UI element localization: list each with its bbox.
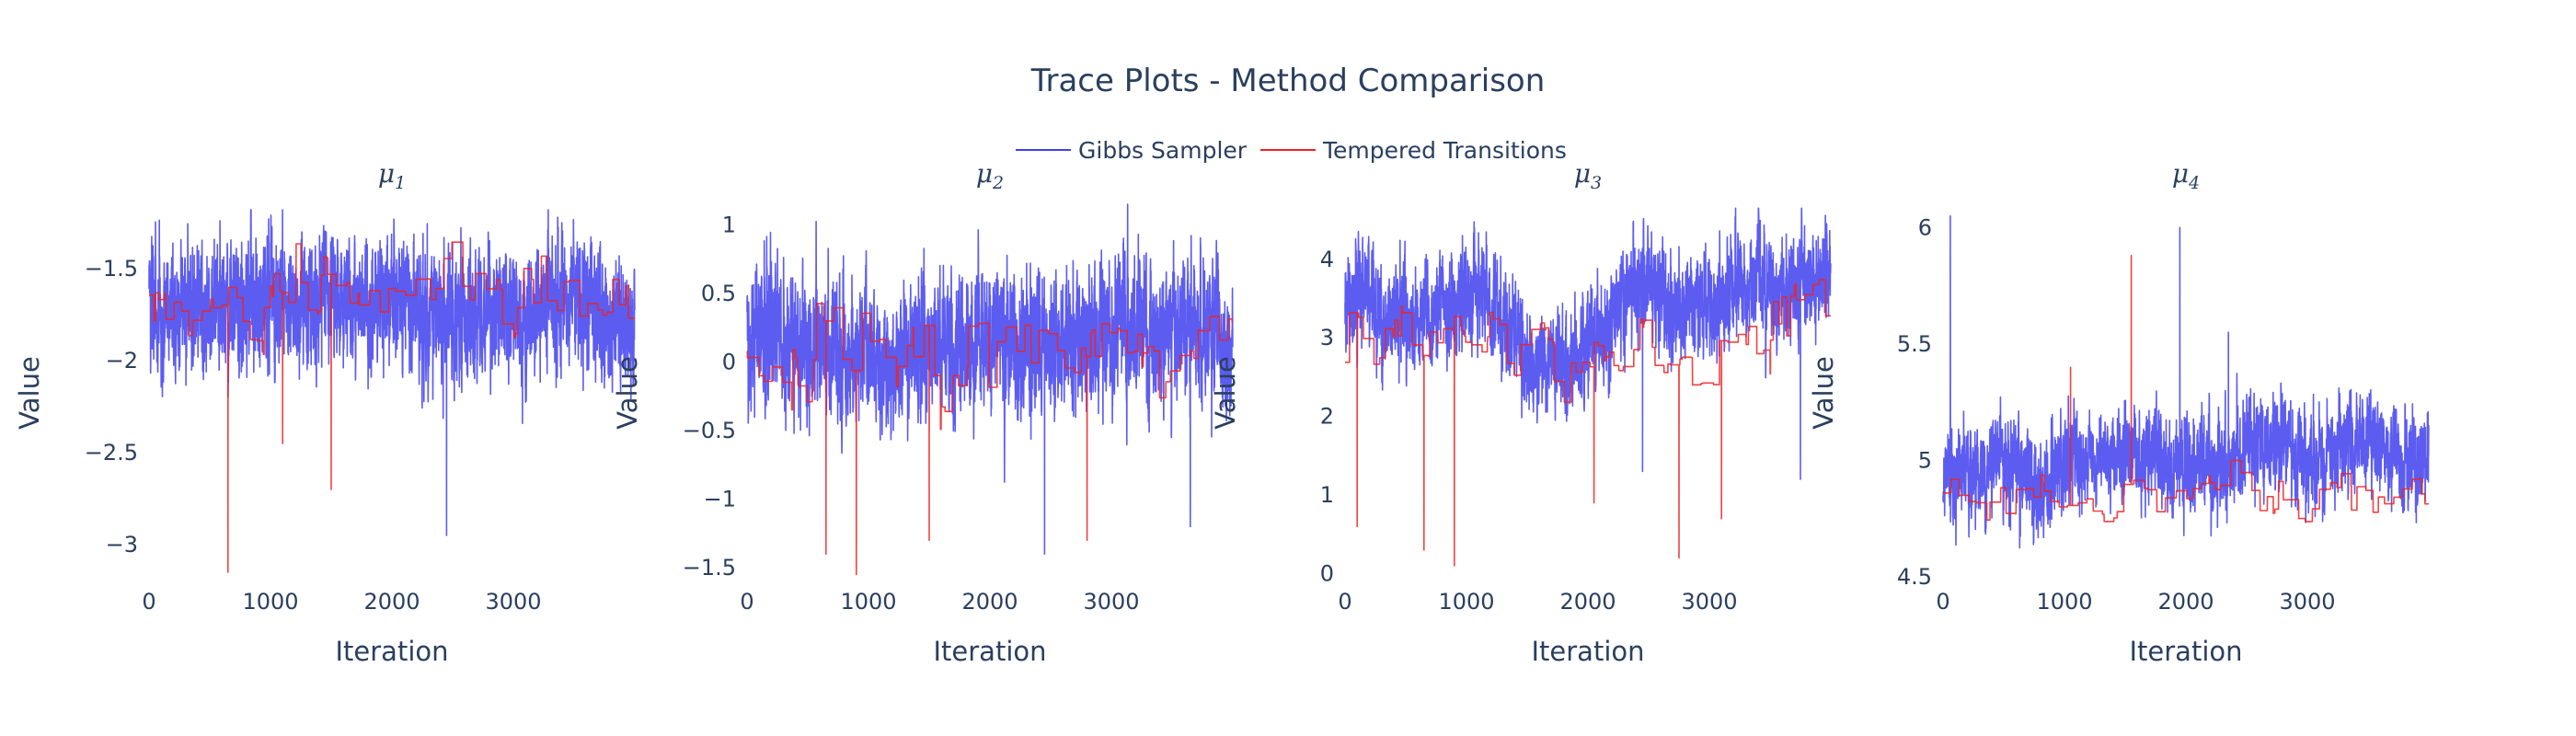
trace-panel-1: μ1 −3 −2.5 −2 −1.5 0 1000 2000 3000 Iteration Valu… [14,158,636,667]
y-tick-label: 4.5 [1897,564,1932,590]
x-axis-label: Iteration [933,636,1046,667]
y-tick-label: −0.5 [683,418,736,443]
trace-line-gibbs [1942,214,2430,549]
panel-subtitle: μ3 [1574,158,1602,193]
x-tick-label: 3000 [485,589,541,615]
y-tick-label: −1.5 [85,256,138,282]
y-tick-label: 5 [1918,447,1932,473]
y-tick-label: −3 [106,532,138,558]
x-tick-label: 0 [1936,589,1949,615]
trace-panel-4: μ4 4.5 5 5.5 6 0 1000 2000 3000 Iteration Value [1808,158,2430,667]
x-axis-label: Iteration [2129,636,2242,667]
x-tick-label: 2000 [363,589,420,615]
y-tick-label: 2 [1320,404,1334,430]
x-axis-label: Iteration [335,636,448,667]
y-tick-label: −1 [704,487,736,512]
y-tick-label: 3 [1320,325,1334,351]
x-tick-label: 3000 [1083,589,1139,615]
y-axis-label: Value [1210,356,1241,430]
y-tick-label: −2.5 [85,440,138,466]
y-axis-label: Value [612,356,643,430]
trace-line-gibbs [1344,207,1832,480]
trace-panel-2: μ2 −1.5 −1 −0.5 0 0.5 1 0 1000 2000 3000 Iteration V… [612,158,1234,667]
y-tick-label: 0 [1320,560,1334,586]
x-tick-label: 3000 [1681,589,1737,615]
panels-container: μ1−3−2.5−2−1.50 1000 2000 3000IterationValu… [14,158,2430,667]
trace-line-tempered [1942,254,2430,523]
x-axis-label: Iteration [1531,636,1644,667]
y-tick-label: −1.5 [683,555,736,581]
trace-line-gibbs [148,209,636,536]
y-tick-label: 4 [1320,247,1334,272]
chart-title: Trace Plots - Method Comparison [1030,63,1546,99]
legend-label-tempered: Tempered Transitions [1322,137,1567,164]
x-tick-label: 0 [1338,589,1351,615]
x-tick-label: 2000 [1559,589,1616,615]
x-tick-label: 1000 [2036,589,2092,615]
x-tick-label: 2000 [2157,589,2214,615]
x-tick-label: 0 [740,589,753,615]
legend-item-tempered[interactable]: Tempered Transitions [1260,137,1567,164]
legend: Gibbs Sampler Tempered Transitions [1016,137,1567,164]
y-tick-label: 6 [1918,214,1932,240]
x-tick-label: 2000 [961,589,1018,615]
y-tick-label: 5.5 [1897,331,1932,357]
legend-item-gibbs[interactable]: Gibbs Sampler [1016,137,1248,164]
trace-line-gibbs [746,203,1234,555]
x-tick-label: 0 [142,589,155,615]
y-tick-label: 1 [1320,482,1334,508]
trace-line-tempered [746,303,1234,576]
panel-subtitle: μ4 [2172,158,2200,193]
y-tick-label: 0.5 [701,281,736,306]
legend-label-gibbs: Gibbs Sampler [1078,137,1248,164]
trace-panel-3: μ3 0 1 2 3 4 0 1000 2000 3000 Iteration Value [1210,158,1832,667]
x-tick-label: 1000 [1438,589,1494,615]
x-tick-label: 3000 [2279,589,2335,615]
x-tick-label: 1000 [242,589,298,615]
panel-subtitle: μ2 [976,158,1004,193]
x-tick-label: 1000 [840,589,896,615]
trace-line-tempered [148,241,636,573]
y-axis-label: Value [14,356,45,430]
y-tick-label: 0 [722,349,736,374]
y-tick-label: 1 [722,212,736,237]
trace-line-tempered [1344,279,1832,567]
y-axis-label: Value [1808,356,1839,430]
panel-subtitle: μ1 [378,158,406,193]
y-tick-label: −2 [106,348,138,374]
